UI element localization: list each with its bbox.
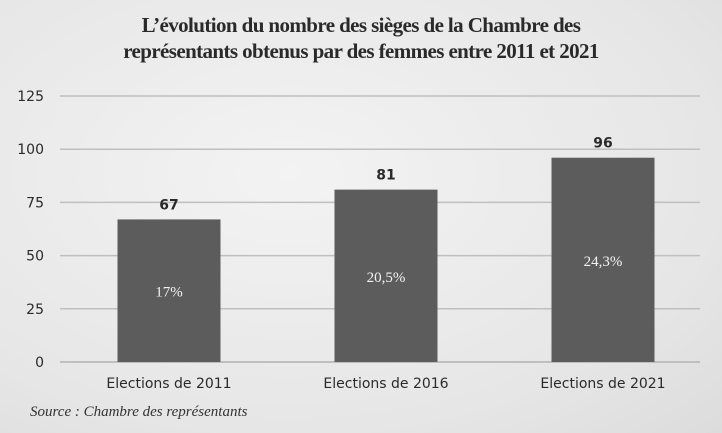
y-tick-label: 0 [35,355,44,371]
bar-percent-label: 17% [155,285,183,301]
bar-value-label: 96 [593,136,612,152]
bar [117,219,221,362]
chart-title-line-1: L’évolution du nombre des sièges de la C… [141,13,581,37]
chart-title-line-2: représentants obtenus par des femmes ent… [123,39,599,63]
y-tick-label: 100 [17,142,44,158]
bar-value-label: 81 [376,168,395,184]
x-tick-label: Elections de 2021 [540,376,665,392]
bar [551,157,655,362]
bar-percent-label: 20,5% [367,270,406,286]
y-tick-label: 25 [26,302,44,318]
bar [334,189,438,362]
source-note: Source : Chambre des représentants [30,404,248,420]
x-tick-label: Elections de 2011 [106,376,231,392]
y-tick-label: 125 [17,89,44,105]
bar-percent-label: 24,3% [584,254,623,270]
y-tick-label: 50 [26,249,44,265]
chart-title: L’évolution du nombre des sièges de la C… [0,12,722,64]
y-tick-label: 75 [26,195,44,211]
x-tick-label: Elections de 2016 [323,376,448,392]
bar-value-label: 67 [159,197,178,213]
